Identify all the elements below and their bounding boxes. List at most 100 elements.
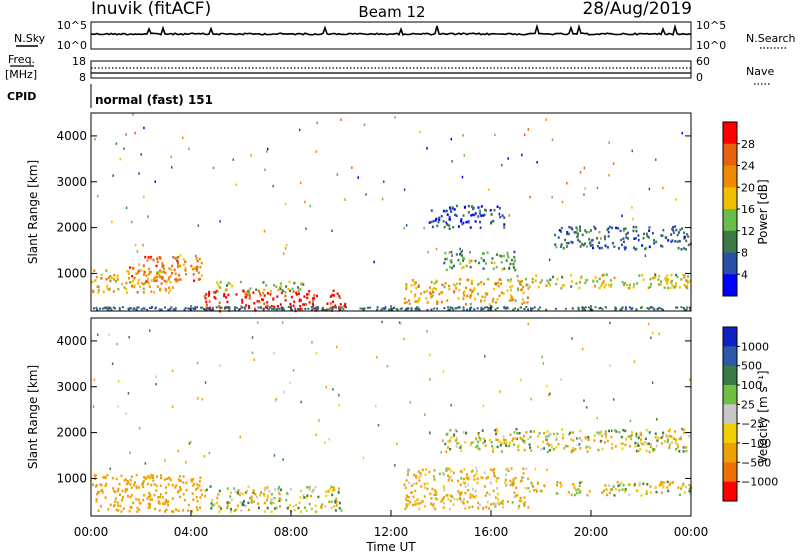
velocity-cell xyxy=(299,496,302,499)
power-cell xyxy=(576,235,579,239)
velocity-cell xyxy=(467,489,470,492)
power-cell xyxy=(309,204,311,208)
power-cell xyxy=(405,283,408,286)
velocity-cell xyxy=(523,504,526,507)
velocity-cell xyxy=(117,380,120,383)
power-cell xyxy=(142,273,145,276)
velocity-cell xyxy=(109,467,111,470)
velocity-cell xyxy=(528,490,531,493)
power-cell xyxy=(514,307,516,310)
power-cell xyxy=(442,209,445,213)
power-cell xyxy=(384,306,387,309)
velocity-cell xyxy=(475,469,478,473)
power-cell xyxy=(427,250,429,254)
power-cell xyxy=(430,209,433,212)
power-cell xyxy=(102,290,105,294)
velocity-cell xyxy=(435,490,438,494)
power-cell xyxy=(266,301,269,304)
power-cell xyxy=(306,293,308,296)
power-cell xyxy=(662,228,665,232)
power-cell xyxy=(561,284,564,287)
velocity-cell xyxy=(101,491,104,494)
velocity-cell xyxy=(243,500,245,503)
power-cell xyxy=(617,227,620,230)
velocity-cell xyxy=(633,484,636,488)
velocity-cell xyxy=(166,477,169,480)
power-cell xyxy=(138,263,141,266)
power-cell xyxy=(620,307,623,310)
power-cell xyxy=(498,294,501,298)
velocity-cell xyxy=(523,441,526,444)
power-cell xyxy=(208,300,211,303)
velocity-cell xyxy=(518,499,521,503)
power-cell xyxy=(182,258,185,261)
velocity-cell xyxy=(330,500,333,503)
power-cell xyxy=(447,306,449,309)
velocity-cell xyxy=(454,428,457,431)
power-cell xyxy=(106,284,109,288)
velocity-cell xyxy=(685,446,688,449)
power-cell xyxy=(444,282,447,285)
velocity-cell xyxy=(543,447,546,450)
power-cell xyxy=(143,271,146,274)
velocity-cell xyxy=(489,481,492,484)
power-cell xyxy=(169,289,172,292)
power-cell xyxy=(203,295,206,298)
velocity-cell xyxy=(220,507,223,510)
power-ylabel: Slant Range [km] xyxy=(26,160,40,264)
time-axis-label: Time UT xyxy=(365,540,416,554)
power-cell xyxy=(661,308,664,311)
velocity-cell xyxy=(250,501,253,504)
velocity-cell xyxy=(449,507,451,511)
velocity-cell xyxy=(555,446,558,449)
velocity-cell xyxy=(138,427,141,430)
power-cell xyxy=(474,297,476,301)
power-cell xyxy=(143,195,145,199)
power-cell xyxy=(457,258,460,262)
velocity-cell xyxy=(651,331,654,335)
power-cell xyxy=(178,273,181,277)
power-cell xyxy=(159,256,162,259)
velocity-cell xyxy=(252,490,255,493)
velocity-cell xyxy=(536,445,539,448)
power-cell xyxy=(610,283,613,287)
power-cell xyxy=(666,280,669,283)
power-cell xyxy=(489,222,492,225)
power-cell xyxy=(683,274,686,278)
velocity-cell xyxy=(483,471,486,474)
power-cell xyxy=(200,274,203,277)
power-cell xyxy=(175,256,178,260)
velocity-cell xyxy=(277,491,280,494)
power-cell xyxy=(582,243,585,247)
time-tick-label: 08:00 xyxy=(274,525,309,539)
velocity-cell xyxy=(117,489,119,493)
power-cell xyxy=(431,294,434,297)
power-cell xyxy=(253,307,256,311)
velocity-cell xyxy=(476,481,479,484)
velocity-cell xyxy=(678,437,681,441)
power-cell xyxy=(680,248,683,251)
velocity-cell xyxy=(211,499,213,502)
noise-right-tick-bottom: 10^0 xyxy=(696,39,726,52)
power-cell xyxy=(433,307,436,310)
velocity-cell xyxy=(250,498,253,501)
velocity-cell xyxy=(636,489,639,492)
power-cell xyxy=(685,279,688,282)
power-colorbar-tick: 16 xyxy=(741,203,755,216)
velocity-cell xyxy=(650,336,652,340)
velocity-cell xyxy=(489,468,492,471)
velocity-cell xyxy=(237,489,240,492)
velocity-cell xyxy=(556,481,559,484)
velocity-cell xyxy=(645,492,648,495)
freq-right-tick-bottom: 0 xyxy=(696,71,703,84)
velocity-cell xyxy=(338,403,340,407)
power-cell xyxy=(577,238,580,242)
velocity-cell xyxy=(597,448,600,452)
velocity-cell xyxy=(646,483,649,486)
velocity-cell xyxy=(491,444,494,448)
power-cell xyxy=(666,274,669,277)
power-cell xyxy=(266,304,269,308)
velocity-cell xyxy=(442,370,445,373)
velocity-cell xyxy=(494,496,497,499)
velocity-cell xyxy=(147,475,150,478)
